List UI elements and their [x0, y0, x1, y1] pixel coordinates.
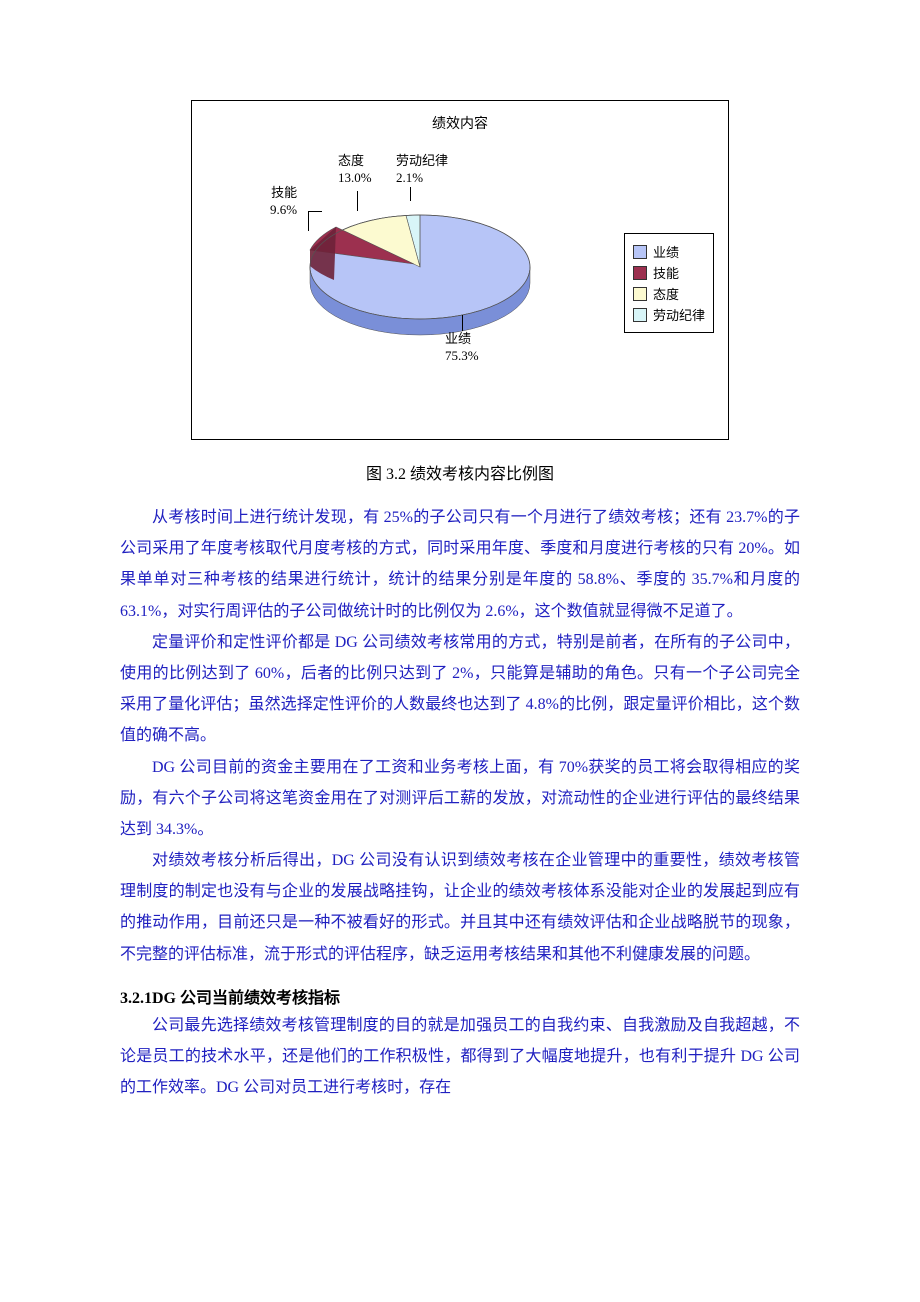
label-text: 态度 — [338, 153, 364, 168]
paragraph: 对绩效考核分析后得出，DG 公司没有认识到绩效考核在企业管理中的重要性，绩效考核… — [120, 845, 800, 970]
slice-label-attitude: 态度 13.0% — [338, 153, 372, 187]
legend-item: 技能 — [633, 263, 705, 282]
slice-label-performance: 业绩 75.3% — [445, 331, 479, 365]
label-text: 业绩 — [445, 331, 471, 346]
legend-item: 劳动纪律 — [633, 305, 705, 324]
section-heading: 3.2.1DG 公司当前绩效考核指标 — [120, 984, 800, 1008]
label-pct: 13.0% — [338, 170, 372, 185]
legend-swatch — [633, 245, 647, 259]
legend-label: 态度 — [653, 284, 679, 303]
legend-swatch — [633, 266, 647, 280]
paragraph: 从考核时间上进行统计发现，有 25%的子公司只有一个月进行了绩效考核；还有 23… — [120, 502, 800, 627]
legend-swatch — [633, 308, 647, 322]
chart-title: 绩效内容 — [200, 113, 720, 133]
label-pct: 9.6% — [270, 202, 297, 217]
leader-line — [462, 315, 463, 331]
paragraph: 定量评价和定性评价都是 DG 公司绩效考核常用的方式，特别是前者，在所有的子公司… — [120, 627, 800, 752]
legend-swatch — [633, 287, 647, 301]
document-page: 绩效内容 — [0, 0, 920, 1183]
label-text: 劳动纪律 — [396, 153, 448, 168]
paragraph: 公司最先选择绩效考核管理制度的目的就是加强员工的自我约束、自我激励及自我超越，不… — [120, 1010, 800, 1104]
label-pct: 75.3% — [445, 348, 479, 363]
label-pct: 2.1% — [396, 170, 423, 185]
leader-line — [308, 211, 309, 231]
legend-item: 业绩 — [633, 242, 705, 261]
label-text: 技能 — [271, 185, 297, 200]
figure-caption: 图 3.2 绩效考核内容比例图 — [120, 460, 800, 484]
pie-chart: 劳动纪律 2.1% 态度 13.0% 技能 9.6% 业绩 75.3% — [200, 143, 720, 373]
slice-label-skill: 技能 9.6% — [270, 185, 297, 219]
leader-line — [410, 187, 411, 201]
legend-item: 态度 — [633, 284, 705, 303]
leader-line — [308, 211, 322, 212]
legend-label: 技能 — [653, 263, 679, 282]
legend-label: 劳动纪律 — [653, 305, 705, 324]
chart-legend: 业绩 技能 态度 劳动纪律 — [624, 233, 714, 333]
paragraph: DG 公司目前的资金主要用在了工资和业务考核上面，有 70%获奖的员工将会取得相… — [120, 752, 800, 846]
slice-label-labor: 劳动纪律 2.1% — [396, 153, 448, 187]
legend-label: 业绩 — [653, 242, 679, 261]
leader-line — [357, 191, 358, 211]
pie-chart-container: 绩效内容 — [191, 100, 729, 440]
pie-svg — [280, 183, 560, 363]
